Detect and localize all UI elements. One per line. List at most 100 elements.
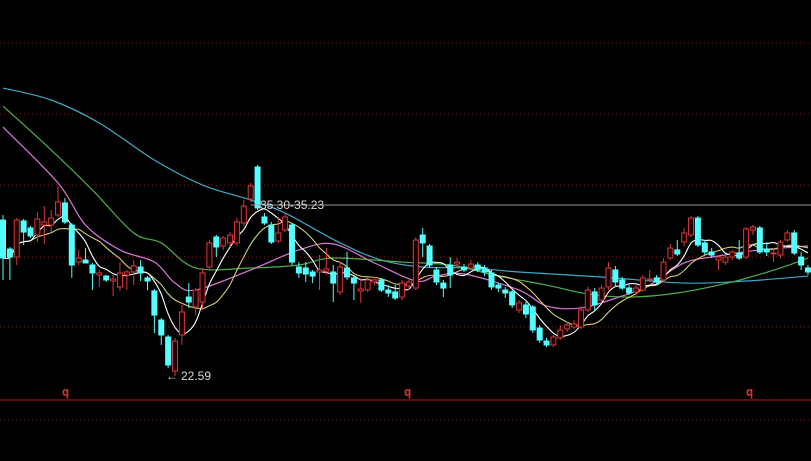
candle-body	[392, 291, 399, 299]
candle-body	[0, 219, 6, 259]
candle	[571, 320, 578, 329]
candle-body	[756, 227, 763, 253]
candle-body	[454, 261, 461, 265]
candle	[41, 206, 48, 245]
candle-body	[233, 221, 240, 244]
candle	[688, 216, 695, 238]
candle-body	[27, 227, 34, 237]
candle-body	[777, 241, 784, 256]
candle	[805, 265, 811, 275]
candle	[227, 232, 234, 247]
candle-body	[158, 319, 165, 336]
candle	[798, 251, 805, 270]
candle	[729, 249, 736, 261]
candle	[694, 216, 701, 247]
candle	[192, 288, 199, 316]
candle-body	[344, 267, 351, 278]
candle	[447, 257, 454, 289]
candle-body	[323, 268, 330, 272]
candle-body	[199, 272, 206, 303]
candle	[454, 258, 461, 268]
candle	[55, 186, 62, 217]
candle-body	[371, 279, 378, 283]
candle	[763, 241, 770, 256]
candle-body	[116, 272, 123, 288]
candle-body	[399, 282, 406, 298]
candle-body	[247, 185, 254, 200]
candle	[213, 234, 220, 258]
candle-body	[791, 232, 798, 254]
candle	[516, 300, 523, 314]
candle-body	[743, 228, 750, 258]
candle	[426, 244, 433, 268]
candle	[467, 260, 474, 270]
candle	[371, 276, 378, 286]
candle	[399, 279, 406, 300]
candle-body	[282, 216, 289, 231]
candle-body	[509, 291, 516, 306]
ma-line-green	[2, 105, 809, 298]
candle-body	[598, 287, 605, 301]
candle-body	[82, 259, 89, 264]
candle	[110, 274, 117, 296]
candle-body	[749, 226, 756, 231]
candle-body	[75, 257, 82, 263]
candle-body	[736, 252, 743, 259]
candle-body	[295, 266, 302, 274]
candle	[646, 269, 653, 282]
candle-body	[729, 251, 736, 258]
candle	[708, 248, 715, 259]
candle-body	[275, 232, 282, 242]
candle-body	[240, 205, 247, 224]
candle	[440, 279, 447, 298]
candle-body	[6, 248, 13, 258]
candle-body	[805, 267, 811, 273]
candle-body	[467, 263, 474, 269]
candle-body	[488, 272, 495, 288]
ma-line-purple	[2, 126, 809, 310]
candle-body	[385, 289, 392, 294]
candle	[254, 165, 261, 210]
candle-body	[268, 224, 275, 243]
candle	[639, 274, 646, 292]
candle	[48, 209, 55, 233]
candle-body	[137, 266, 144, 274]
candle-body	[440, 282, 447, 289]
candle-body	[206, 242, 213, 268]
candle	[330, 265, 337, 303]
candle-body	[722, 256, 729, 263]
candle-body	[584, 289, 591, 311]
candle	[316, 255, 323, 291]
candle-body	[192, 289, 199, 308]
candle-body	[591, 291, 598, 306]
candle	[137, 260, 144, 282]
ma-line-cyan	[2, 87, 809, 284]
candle	[502, 286, 509, 298]
candle-body	[612, 269, 619, 283]
candle-body	[364, 279, 371, 291]
candle-body	[557, 329, 564, 339]
ma-line-ma5	[2, 208, 809, 338]
low-arrow-icon: ←	[166, 369, 178, 383]
candle	[632, 285, 639, 298]
candle-body	[419, 234, 426, 244]
candle	[89, 262, 96, 291]
candle	[460, 264, 467, 273]
candle	[344, 251, 351, 280]
candle-body	[337, 266, 344, 293]
candle	[34, 211, 41, 242]
candle	[557, 325, 564, 340]
candle-body	[639, 277, 646, 291]
candle	[247, 183, 254, 203]
candle-body	[433, 269, 440, 283]
candle	[309, 269, 316, 284]
candle-body	[626, 287, 633, 294]
candle	[75, 249, 82, 266]
candle	[770, 248, 777, 263]
candle-body	[172, 340, 179, 372]
candle	[130, 260, 137, 286]
candle	[337, 262, 344, 296]
candle	[791, 230, 798, 256]
candle-body	[474, 264, 481, 271]
